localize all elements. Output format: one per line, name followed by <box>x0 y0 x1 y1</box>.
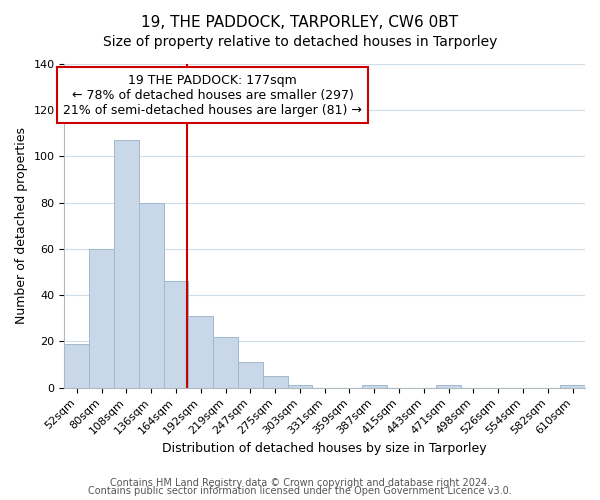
Bar <box>89 249 114 388</box>
Text: 19, THE PADDOCK, TARPORLEY, CW6 0BT: 19, THE PADDOCK, TARPORLEY, CW6 0BT <box>142 15 458 30</box>
Bar <box>560 386 585 388</box>
Text: Contains HM Land Registry data © Crown copyright and database right 2024.: Contains HM Land Registry data © Crown c… <box>110 478 490 488</box>
Bar <box>164 282 188 388</box>
Bar <box>64 344 89 388</box>
Text: Size of property relative to detached houses in Tarporley: Size of property relative to detached ho… <box>103 35 497 49</box>
Bar <box>238 362 263 388</box>
Text: Contains public sector information licensed under the Open Government Licence v3: Contains public sector information licen… <box>88 486 512 496</box>
Y-axis label: Number of detached properties: Number of detached properties <box>15 128 28 324</box>
Bar <box>188 316 213 388</box>
Bar <box>213 337 238 388</box>
Bar <box>362 386 386 388</box>
Bar <box>436 386 461 388</box>
Bar <box>114 140 139 388</box>
Bar <box>139 202 164 388</box>
Bar <box>287 386 313 388</box>
Bar <box>263 376 287 388</box>
Text: 19 THE PADDOCK: 177sqm
← 78% of detached houses are smaller (297)
21% of semi-de: 19 THE PADDOCK: 177sqm ← 78% of detached… <box>64 74 362 116</box>
X-axis label: Distribution of detached houses by size in Tarporley: Distribution of detached houses by size … <box>163 442 487 455</box>
